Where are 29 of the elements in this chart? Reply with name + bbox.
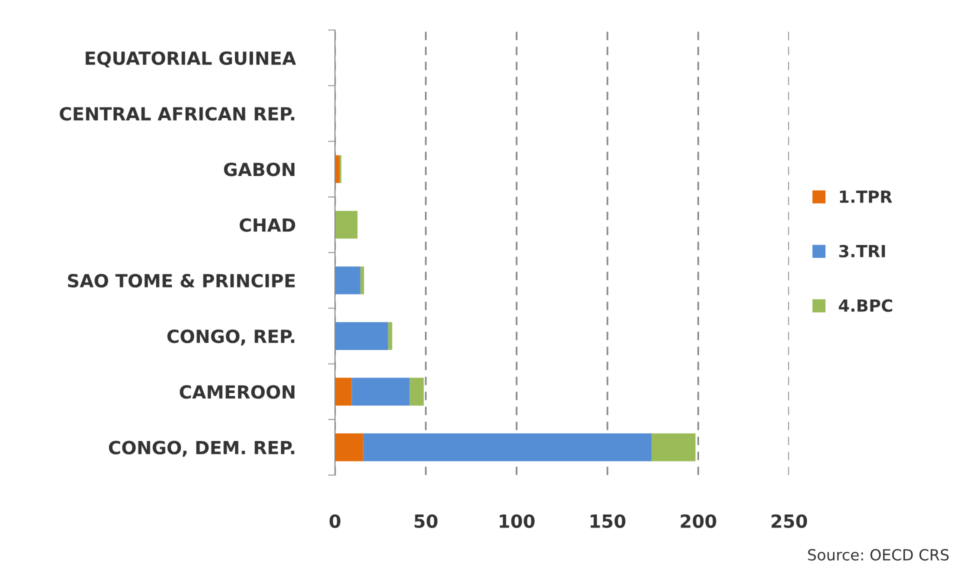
bar [652,433,696,462]
y-tick-label: CONGO, REP. [167,329,294,346]
bar [352,378,410,406]
bar [334,433,364,462]
bar [334,322,388,350]
x-tick-label: 50 [414,514,438,528]
bar [410,378,424,406]
y-tick-label: CHAD [240,218,296,232]
y-tick-label: GABON [224,162,294,176]
y-tick-label: CENTRAL AFRICAN REP. [60,106,294,121]
legend-label: 4.BPC [838,299,892,312]
source-note: Source: OECD CRS [808,549,949,561]
x-tick-label: 250 [772,514,808,528]
y-tick-label: CAMEROON [180,385,294,399]
bar [363,433,652,462]
x-tick-label: 150 [590,514,626,528]
x-tick-label: 0 [330,514,340,528]
bar [334,378,352,406]
legend-label: 3.TRI [839,244,885,258]
legend-label: 1.TPR [840,190,892,203]
y-tick-label: EQUATORIAL GUINEA [86,51,296,68]
bar [388,322,392,350]
y-tick-label: CONGO, DEM. REP. [108,440,294,457]
x-tick-label: 100 [500,514,535,528]
bar [360,266,364,294]
y-tick-label: SAO TOME & PRINCIPE [68,274,295,288]
bar [334,266,360,294]
x-tick-label: 200 [680,514,716,528]
bar [334,210,358,239]
